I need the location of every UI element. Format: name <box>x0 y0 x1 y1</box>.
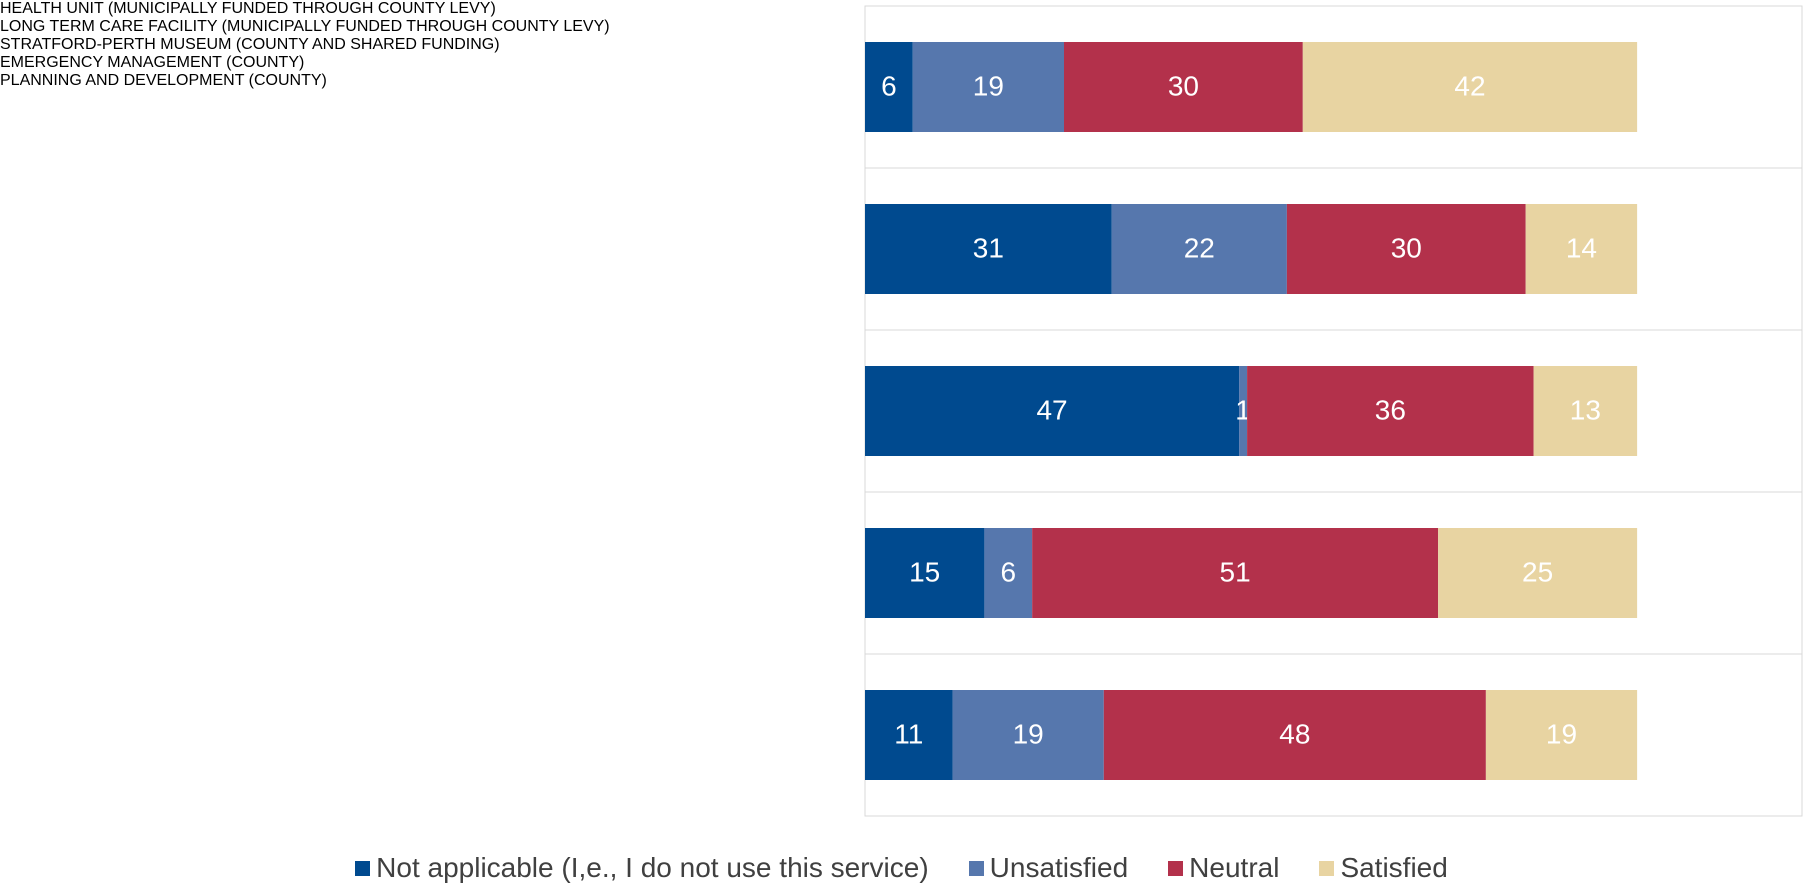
data-label: 6 <box>1000 556 1016 587</box>
data-label: 36 <box>1375 394 1406 425</box>
bar-segment <box>1485 690 1638 780</box>
bar-segment <box>1533 366 1638 456</box>
data-label: 51 <box>1220 556 1251 587</box>
bar-segment <box>865 690 953 780</box>
bar-segment <box>865 204 1112 294</box>
category-label-box: PLANNING AND DEVELOPMENT (COUNTY) <box>0 72 840 90</box>
bar-segment <box>1525 204 1638 294</box>
data-label: 15 <box>909 556 940 587</box>
data-label: 14 <box>1566 232 1597 263</box>
bar-segment <box>912 42 1064 132</box>
bar-segment <box>865 42 913 132</box>
category-label: LONG TERM CARE FACILITY (MUNICIPALLY FUN… <box>0 18 610 35</box>
bar-segment <box>1286 204 1526 294</box>
data-label: 6 <box>881 70 897 101</box>
legend-swatch <box>355 860 371 876</box>
category-label: HEALTH UNIT (MUNICIPALLY FUNDED THROUGH … <box>0 0 496 17</box>
category-label: PLANNING AND DEVELOPMENT (COUNTY) <box>0 72 327 89</box>
bar-segment <box>1064 42 1303 132</box>
bar-segment <box>952 690 1104 780</box>
data-label: 11 <box>894 718 923 749</box>
data-label: 1 <box>1235 394 1251 425</box>
legend-label: Satisfied <box>1340 852 1448 883</box>
category-label-box: STRATFORD-PERTH MUSEUM (COUNTY AND SHARE… <box>0 36 840 54</box>
data-label: 30 <box>1168 70 1199 101</box>
bar-segment <box>1438 528 1638 618</box>
data-label: 30 <box>1391 232 1422 263</box>
bar-segment <box>1302 42 1638 132</box>
bar-segment <box>865 528 985 618</box>
chart: 6 19 30 42 31 22 30 14 47 1 36 13 15 6 51 25 11 19 48 19 <box>864 5 1803 817</box>
data-label: 19 <box>973 70 1004 101</box>
bar-segment <box>865 366 1240 456</box>
category-label: EMERGENCY MANAGEMENT (COUNTY) <box>0 54 305 71</box>
data-label: 19 <box>1546 718 1577 749</box>
category-label-box: LONG TERM CARE FACILITY (MUNICIPALLY FUN… <box>0 18 840 36</box>
legend-item: Satisfied <box>1319 852 1448 884</box>
data-label: 48 <box>1279 718 1310 749</box>
legend-item: Unsatisfied <box>968 852 1129 884</box>
legend-swatch <box>1168 860 1184 876</box>
legend-label: Unsatisfied <box>989 852 1129 883</box>
data-label: 22 <box>1184 232 1215 263</box>
bar-segment <box>1032 528 1439 618</box>
bar-segment <box>1103 690 1486 780</box>
legend-item: Not applicable (I,e., I do not use this … <box>355 852 929 884</box>
data-label: 19 <box>1013 718 1044 749</box>
data-label: 13 <box>1570 394 1601 425</box>
data-label: 31 <box>973 232 1004 263</box>
category-label-box: EMERGENCY MANAGEMENT (COUNTY) <box>0 54 840 72</box>
bar-segment <box>984 528 1033 618</box>
data-label: 25 <box>1522 556 1553 587</box>
category-label-box: HEALTH UNIT (MUNICIPALLY FUNDED THROUGH … <box>0 0 840 18</box>
bar-segment <box>1247 366 1534 456</box>
legend: Not applicable (I,e., I do not use this … <box>0 852 1803 884</box>
data-label: 47 <box>1036 394 1067 425</box>
category-labels: HEALTH UNIT (MUNICIPALLY FUNDED THROUGH … <box>0 0 840 816</box>
legend-label: Not applicable (I,e., I do not use this … <box>376 852 929 883</box>
data-label: 42 <box>1454 70 1485 101</box>
bar-segment <box>1111 204 1287 294</box>
legend-swatch <box>1319 860 1335 876</box>
legend-label: Neutral <box>1189 852 1280 883</box>
category-label: STRATFORD-PERTH MUSEUM (COUNTY AND SHARE… <box>0 36 500 53</box>
legend-item: Neutral <box>1168 852 1279 884</box>
bar-segment <box>1239 366 1248 456</box>
legend-swatch <box>968 860 984 876</box>
